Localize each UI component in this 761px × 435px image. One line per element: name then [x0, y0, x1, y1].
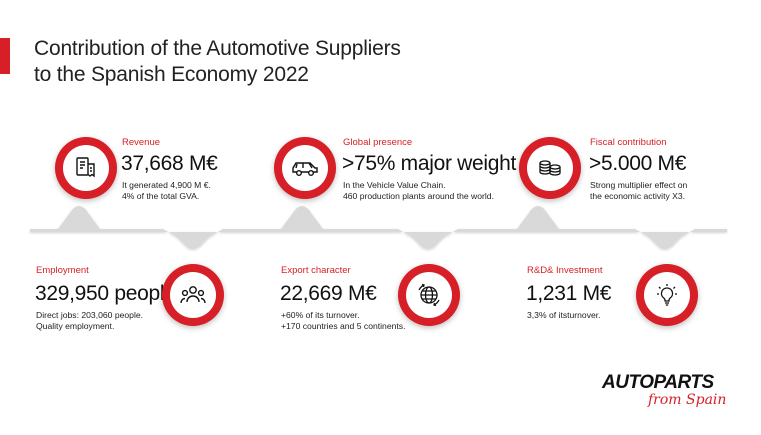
fiscal-contribution-label: Fiscal contribution — [590, 137, 667, 148]
employment-label: Employment — [36, 265, 89, 276]
export-character-desc-1: +60% of its turnover. — [281, 310, 360, 320]
global-presence-circle — [274, 137, 336, 199]
revenue-value: 37,668 M€ — [121, 152, 218, 175]
global-presence-desc-1: In the Vehicle Value Chain. — [343, 180, 446, 190]
fiscal-contribution-desc-2: the economic activity X3. — [590, 191, 686, 201]
coins-icon — [539, 160, 561, 176]
globe-icon — [418, 283, 440, 307]
employment-desc-1: Direct jobs: 203,060 people. — [36, 310, 144, 320]
page-title-line1: Contribution of the Automotive Suppliers — [34, 37, 401, 60]
rd-investment-circle — [636, 264, 698, 326]
revenue-label: Revenue — [122, 137, 161, 148]
fiscal-contribution-circle — [519, 137, 581, 199]
lightbulb-icon — [657, 284, 677, 306]
car-icon — [292, 162, 318, 176]
logo-sub-text: from Spain — [648, 392, 727, 408]
export-character-value: 22,669 M€ — [280, 282, 377, 305]
title-accent-bar — [0, 38, 10, 74]
revenue-desc-1: It generated 4,900 M €. — [122, 180, 211, 190]
export-character-label: Export character — [281, 265, 351, 276]
receipt-icon — [76, 157, 95, 178]
timeline-path — [30, 206, 727, 249]
rd-investment-desc-1: 3,3% of itsturnover. — [527, 310, 601, 320]
logo-main-text: AUTOPARTS — [602, 372, 714, 393]
global-presence-value: >75% major weight — [342, 152, 517, 175]
export-character-circle — [398, 264, 460, 326]
export-character-desc-2: +170 countries and 5 continents. — [281, 321, 406, 331]
page-title: Contribution of the Automotive Suppliers… — [34, 36, 401, 88]
rd-investment-value: 1,231 M€ — [526, 282, 612, 305]
fiscal-contribution-desc-1: Strong multiplier effect on — [590, 180, 688, 190]
people-icon — [180, 286, 206, 304]
global-presence-label: Global presence — [343, 137, 413, 148]
revenue-desc-2: 4% of the total GVA. — [122, 191, 200, 201]
employment-desc-2: Quality employment. — [36, 321, 115, 331]
rd-investment-label: R&D& Investment — [527, 265, 603, 276]
revenue-circle — [55, 137, 117, 199]
autoparts-logo: AUTOPARTS from Spain — [602, 372, 732, 412]
employment-value: 329,950 people — [35, 282, 176, 305]
page-title-line2: to the Spanish Economy 2022 — [34, 63, 309, 86]
fiscal-contribution-value: >5.000 M€ — [589, 152, 687, 175]
employment-circle — [162, 264, 224, 326]
global-presence-desc-2: 460 production plants around the world. — [343, 191, 494, 201]
